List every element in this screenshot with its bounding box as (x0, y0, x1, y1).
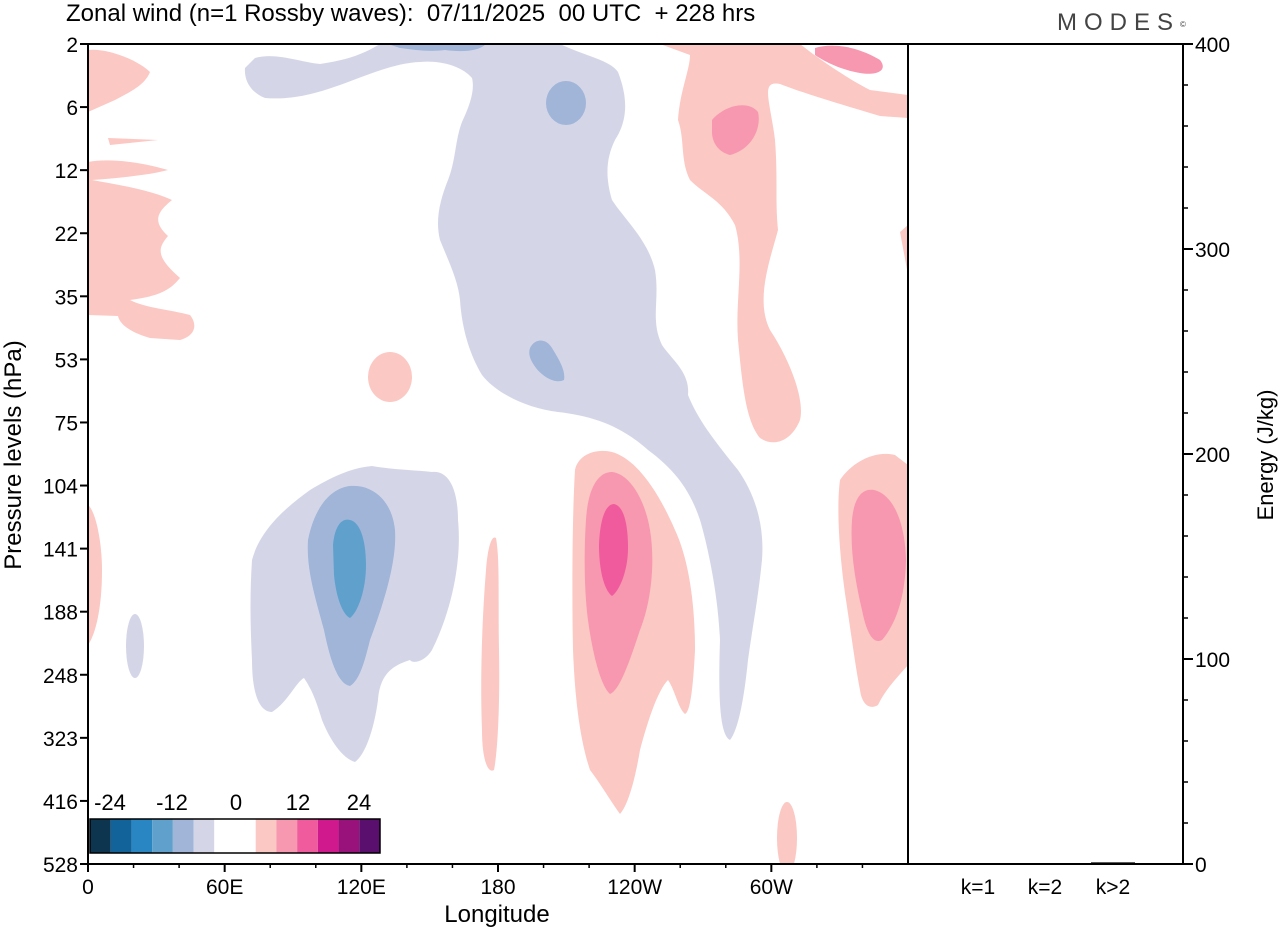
x-tick-label: 180 (480, 876, 515, 899)
contour-field (88, 44, 908, 864)
contour-positive-3 (599, 504, 628, 596)
colorbar (89, 818, 381, 854)
energy-bar (956, 863, 1000, 865)
contour-positive-1 (108, 138, 158, 145)
y-tick-label: 416 (43, 791, 78, 814)
y-tick-label: 188 (43, 602, 78, 625)
x-tick-label: 60W (750, 876, 793, 899)
colorbar-swatch (276, 819, 298, 853)
pressure-axis: 2 6 12 22 35 53 75 104 141 188 248 323 416 528 (43, 34, 88, 877)
logo-text: MODES (1057, 9, 1181, 36)
colorbar-label: -24 (94, 790, 126, 815)
contour-positive-1 (481, 537, 500, 771)
energy-axis-label: Energy (J/kg) (1253, 390, 1278, 521)
y-axis-label: Pressure levels (hPa) (0, 340, 27, 569)
colorbar-swatch (214, 819, 235, 853)
x-axis-label: Longitude (444, 901, 549, 928)
colorbar-swatch (255, 819, 277, 853)
contour-positive-1 (88, 505, 102, 645)
y-tick-label: 75 (55, 412, 78, 435)
colorbar-frame (89, 818, 381, 854)
energy-category-label: k=2 (1028, 876, 1062, 899)
colorbar-label: 0 (230, 790, 242, 815)
colorbar-labels: -24 -12 0 12 24 (94, 790, 371, 815)
colorbar-swatch (152, 819, 173, 853)
colorbar-swatch (297, 819, 318, 853)
energy-bar (1091, 862, 1135, 864)
contour-positive-1 (900, 225, 908, 275)
contour-positive-1 (777, 802, 797, 864)
contour-positive-1 (88, 49, 150, 112)
energy-tick-label: 200 (1195, 444, 1230, 467)
y-tick-label: 6 (66, 97, 78, 120)
y-tick-label: 104 (43, 476, 78, 499)
y-tick-label: 528 (43, 854, 78, 877)
modes-logo: MODES© (1057, 8, 1186, 38)
energy-bars: k=1 k=2 k>2 (956, 862, 1135, 899)
y-tick-label: 2 (66, 34, 78, 57)
contour-negative-2 (388, 44, 486, 52)
y-tick-label: 323 (43, 728, 78, 751)
energy-plot-frame (907, 43, 1184, 865)
y-tick-label: 141 (43, 539, 78, 562)
energy-category-label: k>2 (1096, 876, 1130, 899)
colorbar-swatch (193, 819, 215, 853)
colorbar-label: 12 (286, 790, 310, 815)
energy-tick-label: 100 (1195, 649, 1230, 672)
energy-category-label: k=1 (961, 876, 995, 899)
contour-positive-2 (815, 45, 883, 74)
y-tick-label: 12 (55, 160, 78, 183)
contour-negative-2 (529, 340, 565, 382)
contour-positive-1 (660, 44, 908, 443)
y-tick-label: 248 (43, 665, 78, 688)
colorbar-swatch (338, 819, 360, 853)
colorbar-swatch (235, 819, 256, 853)
colorbar-swatch (131, 819, 153, 853)
colorbar-swatch (172, 819, 194, 853)
contour-positive-2 (712, 105, 759, 155)
x-tick-label: 0 (82, 876, 94, 899)
y-tick-label: 53 (55, 349, 78, 372)
colorbar-swatch (90, 819, 111, 853)
colorbar-swatch (359, 819, 380, 853)
colorbar-label: -12 (156, 790, 188, 815)
logo-mark: © (1180, 20, 1186, 29)
colorbar-label: 24 (347, 790, 371, 815)
energy-tick-label: 0 (1195, 854, 1207, 877)
x-tick-label: 120W (607, 876, 662, 899)
contour-positive-1 (88, 160, 195, 340)
chart-title: Zonal wind (n=1 Rossby waves): 07/11/202… (66, 0, 756, 27)
x-tick-label: 60E (206, 876, 243, 899)
contour-positive-1 (368, 352, 412, 402)
contour-negative-3 (333, 519, 366, 618)
colorbar-swatch (110, 819, 132, 853)
energy-bar (1023, 863, 1067, 865)
colorbar-swatch (317, 819, 339, 853)
y-tick-label: 22 (55, 223, 78, 246)
energy-axis: 0 100 200 300 400 (1183, 34, 1230, 877)
energy-tick-label: 400 (1195, 34, 1230, 57)
contour-negative-1 (244, 44, 763, 740)
energy-tick-label: 300 (1195, 239, 1230, 262)
contour-negative-1 (126, 614, 144, 678)
contour-positive-2 (851, 489, 906, 641)
x-tick-label: 120E (337, 876, 386, 899)
contour-negative-2 (546, 81, 586, 125)
y-tick-label: 35 (55, 286, 78, 309)
longitude-axis: 0 60E 120E 180 120W 60W (82, 864, 864, 899)
